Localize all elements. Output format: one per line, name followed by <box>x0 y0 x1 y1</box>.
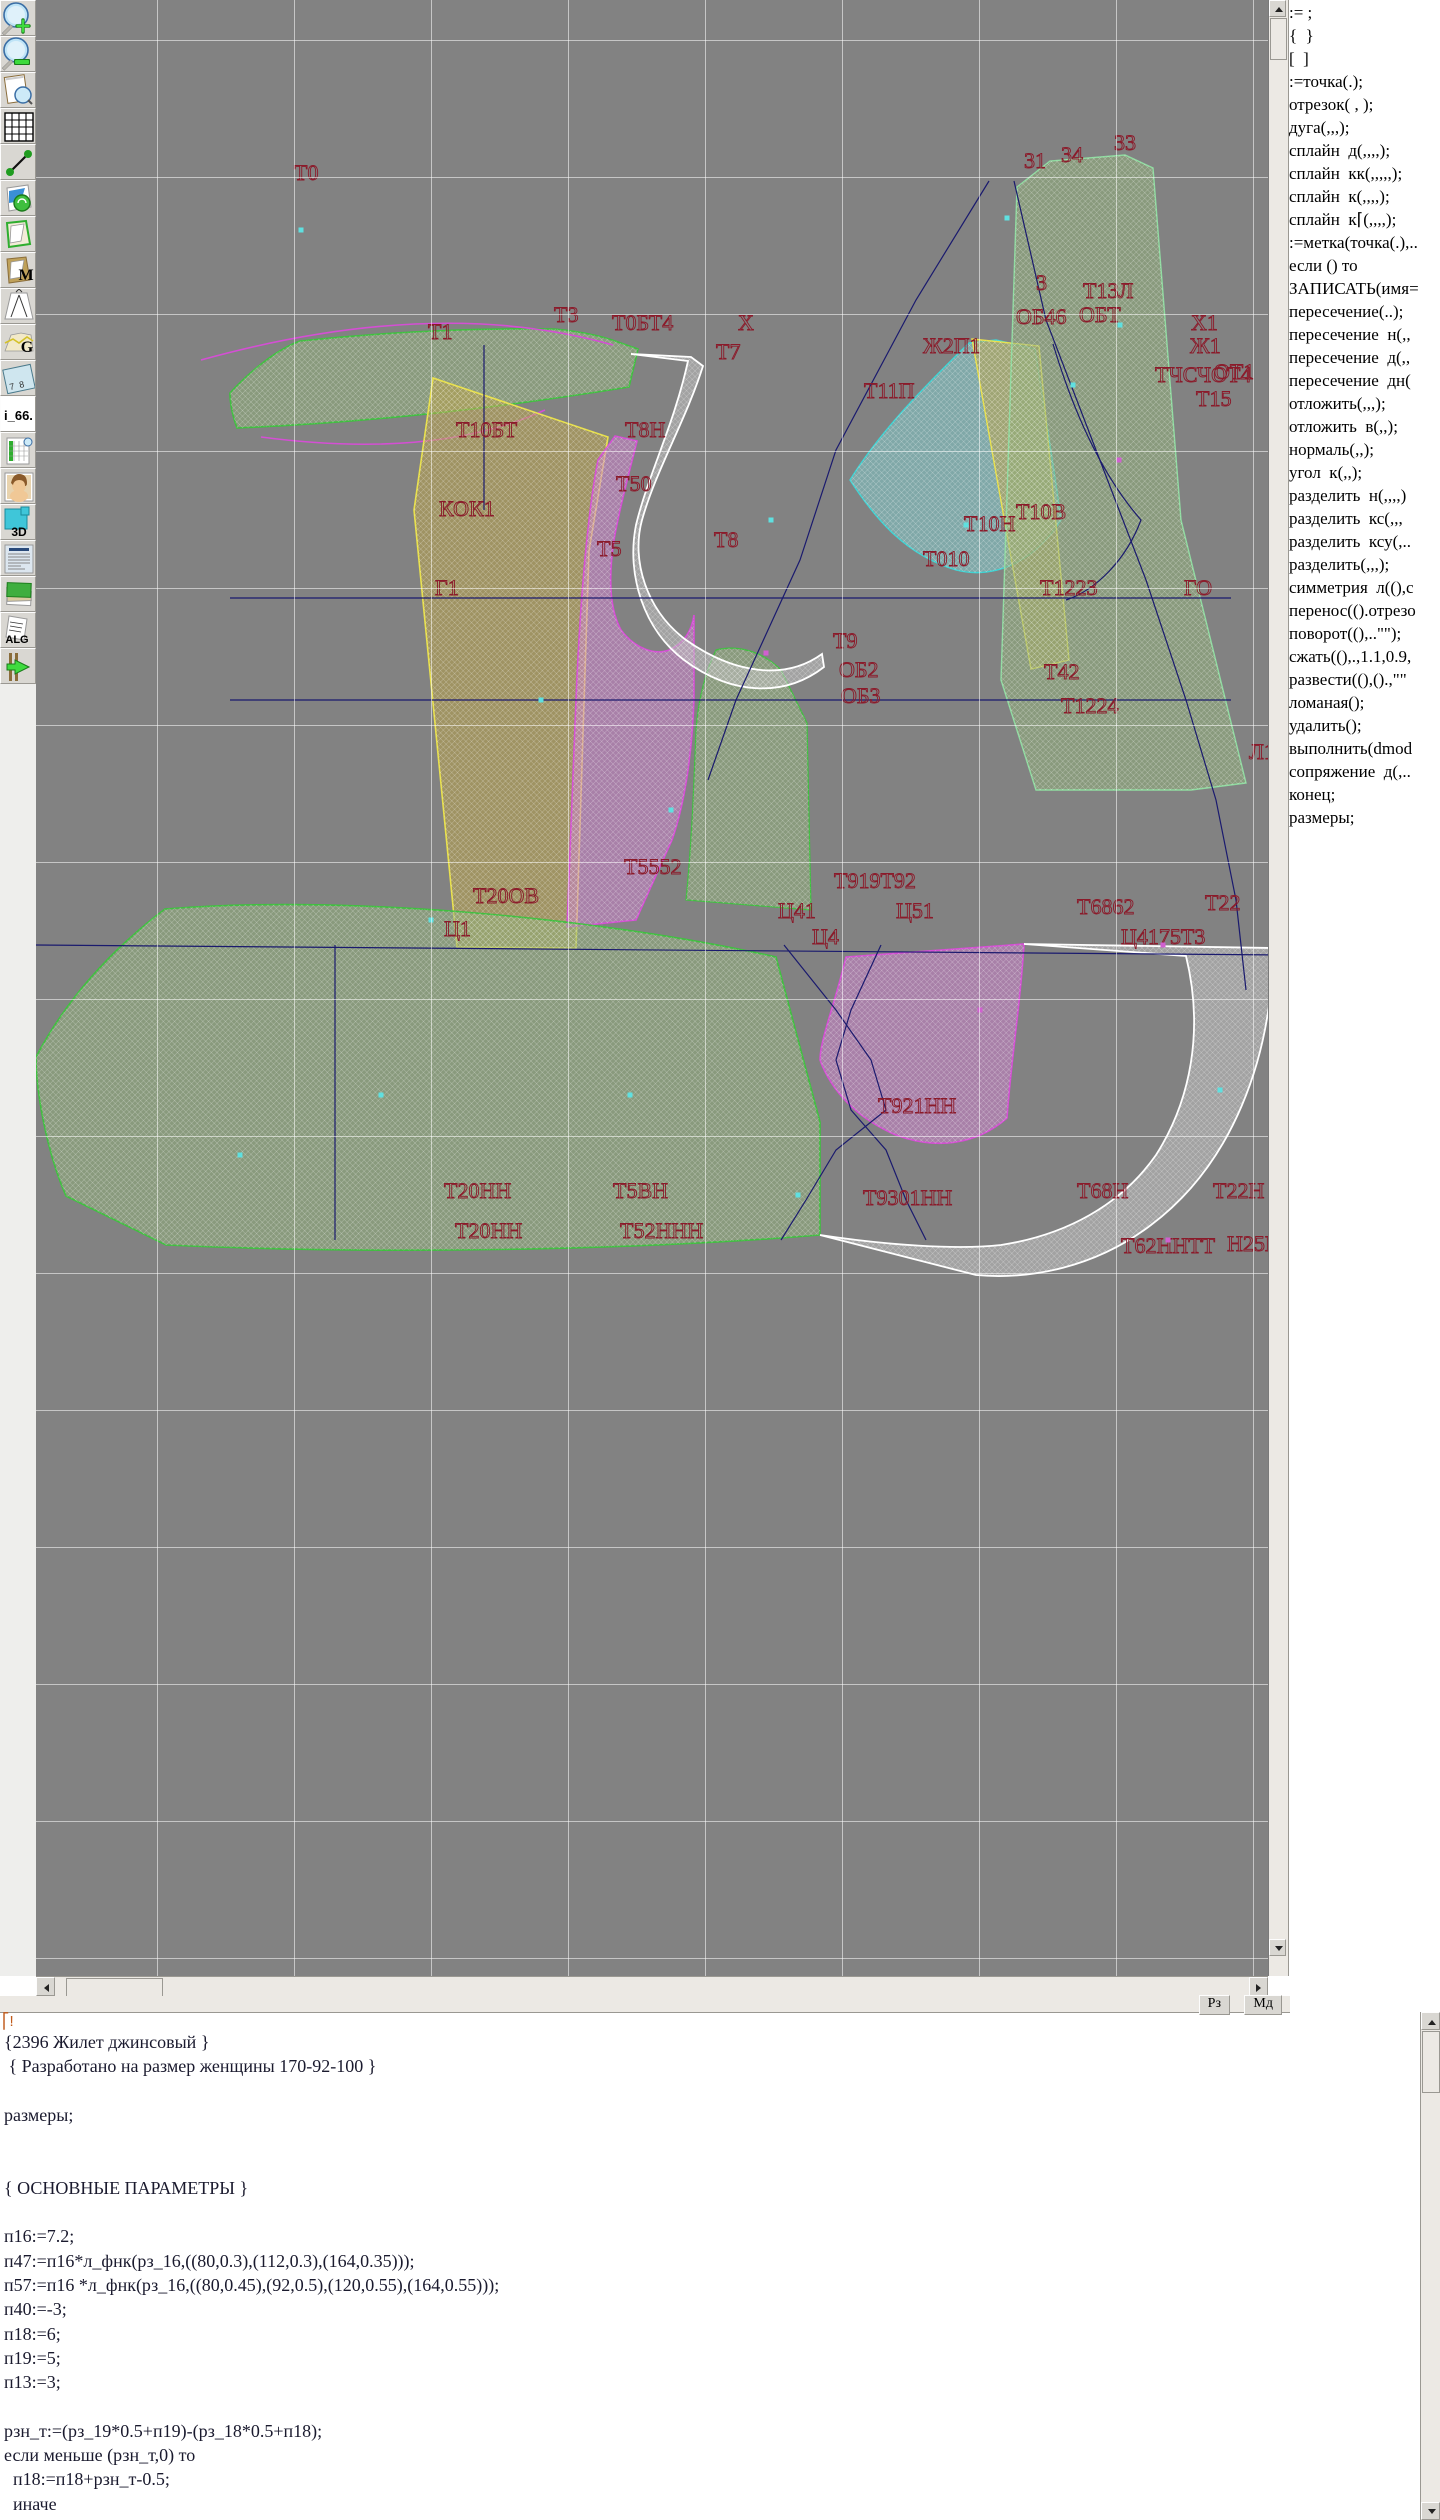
svg-text:i_66.: i_66. <box>4 408 33 423</box>
svg-text:Т10В: Т10В <box>1016 499 1066 524</box>
svg-text:ОТ1: ОТ1 <box>1214 359 1254 384</box>
svg-text:Т8Н: Т8Н <box>625 417 665 442</box>
svg-text:Т7: Т7 <box>716 339 740 364</box>
svg-text:Ж1: Ж1 <box>1190 333 1221 358</box>
svg-text:Т921НН: Т921НН <box>878 1093 956 1118</box>
svg-text:Т0: Т0 <box>294 160 318 185</box>
svg-text:Т919Т92: Т919Т92 <box>834 868 916 893</box>
svg-text:Т20ОВ: Т20ОВ <box>473 883 539 908</box>
svg-text:ОБ46: ОБ46 <box>1016 304 1067 329</box>
svg-text:Т11П: Т11П <box>864 378 915 403</box>
svg-text:3D: 3D <box>11 525 27 539</box>
svg-text:Т10БТ: Т10БТ <box>456 417 518 442</box>
svg-text:Т20НН: Т20НН <box>455 1218 522 1243</box>
svg-text:Т52ННН: Т52ННН <box>620 1218 703 1243</box>
svg-text:Т6862: Т6862 <box>1077 894 1134 919</box>
svg-text:Т10Н: Т10Н <box>964 511 1015 536</box>
svg-text:Т5: Т5 <box>597 536 621 561</box>
svg-text:Т15: Т15 <box>1196 386 1231 411</box>
svg-text:Ц1: Ц1 <box>444 916 471 941</box>
svg-text:ОБ3: ОБ3 <box>841 683 881 708</box>
svg-text:Т010: Т010 <box>923 546 969 571</box>
svg-text:Т50: Т50 <box>616 471 651 496</box>
svg-text:Ц51: Ц51 <box>896 898 934 923</box>
svg-text:Т42: Т42 <box>1044 659 1079 684</box>
svg-text:Т8: Т8 <box>714 527 738 552</box>
svg-text:Н25Н: Н25Н <box>1227 1231 1268 1256</box>
svg-text:Т9: Т9 <box>833 628 857 653</box>
svg-text:Т5552: Т5552 <box>624 854 681 879</box>
svg-text:M: M <box>18 267 33 284</box>
svg-text:Т22Н: Т22Н <box>1213 1178 1264 1203</box>
svg-text:Т5ВН: Т5ВН <box>613 1178 668 1203</box>
svg-text:33: 33 <box>1114 130 1136 155</box>
svg-text:Ц4: Ц4 <box>812 924 839 949</box>
svg-text:G: G <box>21 339 34 356</box>
svg-text:34: 34 <box>1061 142 1083 167</box>
svg-text:Ц41: Ц41 <box>778 898 816 923</box>
svg-text:Т9301НН: Т9301НН <box>863 1185 952 1210</box>
svg-text:КОК1: КОК1 <box>439 496 495 521</box>
svg-text:ОБ2: ОБ2 <box>839 657 879 682</box>
svg-text:Ж2П1: Ж2П1 <box>923 333 981 358</box>
svg-text:Т22: Т22 <box>1205 890 1240 915</box>
svg-text:Т13Л: Т13Л <box>1083 278 1133 303</box>
svg-text:Л1: Л1 <box>1249 739 1268 764</box>
svg-text:3: 3 <box>1036 270 1047 295</box>
svg-text:Т20НН: Т20НН <box>444 1178 511 1203</box>
svg-text:Т62ННТТ: Т62ННТТ <box>1121 1233 1216 1258</box>
svg-text:Т1224: Т1224 <box>1061 693 1118 718</box>
svg-text:Т68Н: Т68Н <box>1077 1178 1128 1203</box>
svg-text:31: 31 <box>1024 148 1046 173</box>
svg-text:ALG: ALG <box>5 634 28 646</box>
